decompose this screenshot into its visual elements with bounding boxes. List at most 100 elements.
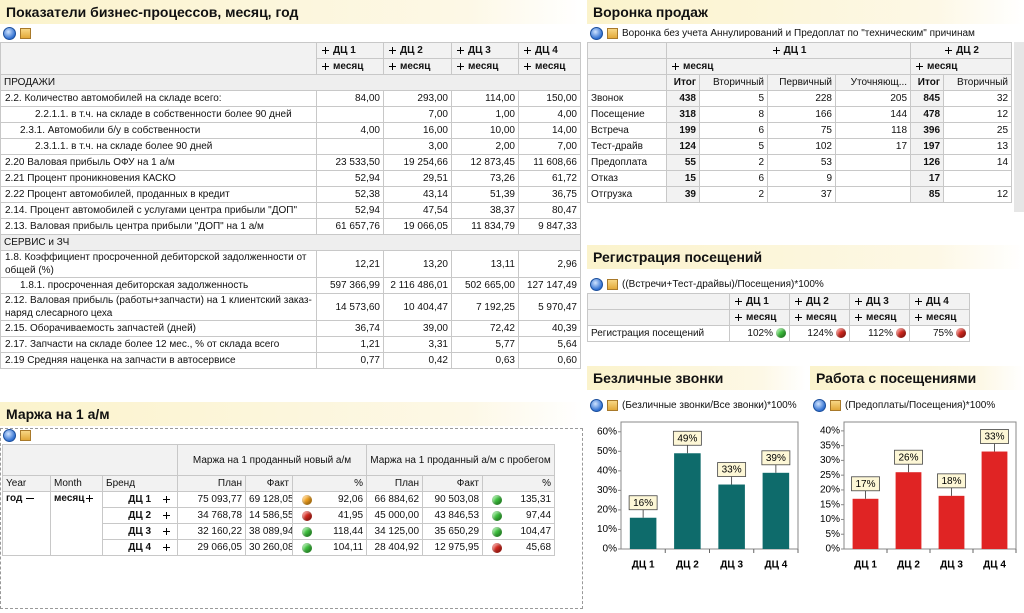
info-icon[interactable] xyxy=(590,398,603,412)
info-icon[interactable] xyxy=(3,428,16,442)
x-tick-label: ДЦ 1 xyxy=(632,560,655,571)
table-row: СЕРВИС и ЗЧ xyxy=(0,234,581,251)
percent-cell: 41,95 xyxy=(292,507,368,524)
value-cell: 23 533,50 xyxy=(316,154,384,171)
expand-icon[interactable] xyxy=(915,297,922,305)
info-icon[interactable] xyxy=(590,277,603,291)
period-header-text: месяц xyxy=(927,61,958,72)
section-cell: ПРОДАЖИ xyxy=(0,74,581,91)
period-header: месяц xyxy=(665,58,912,75)
expand-icon[interactable] xyxy=(945,46,953,54)
period-header: месяц xyxy=(383,58,452,75)
value-cell: 845 xyxy=(910,90,945,107)
value-cell: 66 884,62 xyxy=(366,491,424,508)
expand-icon[interactable] xyxy=(163,527,171,535)
value-cell: 15 xyxy=(666,170,700,187)
period-header-text: месяц xyxy=(683,61,714,72)
formula: (Безличные звонки/Все звонки)*100% xyxy=(622,399,797,411)
expand-icon[interactable] xyxy=(795,297,802,305)
table-icon[interactable] xyxy=(830,399,841,411)
value-cell: 38,37 xyxy=(451,202,519,219)
header-row: месяц месяц xyxy=(587,58,1013,75)
expand-icon[interactable] xyxy=(735,297,742,305)
value-cell: 597 366,99 xyxy=(316,277,384,294)
expand-icon[interactable] xyxy=(163,511,171,519)
expand-icon[interactable] xyxy=(322,46,329,54)
table-icon[interactable] xyxy=(20,27,31,39)
expand-icon[interactable] xyxy=(163,495,171,503)
expand-icon[interactable] xyxy=(735,313,742,321)
expand-icon[interactable] xyxy=(855,313,862,321)
expand-icon[interactable] xyxy=(855,297,862,305)
data-label: 16% xyxy=(633,498,653,509)
value-cell: 34 125,00 xyxy=(366,523,424,540)
row-label: Регистрация посещений xyxy=(587,325,730,342)
column-header: ДЦ 1 xyxy=(316,42,384,59)
value-cell: 0,42 xyxy=(383,352,452,369)
column-header-text: ДЦ 2 xyxy=(806,296,829,307)
column-header: ДЦ 1 xyxy=(729,293,790,310)
value-cell: 12 xyxy=(943,106,1013,123)
expand-icon[interactable] xyxy=(389,62,396,70)
column-header: Вторичный xyxy=(699,74,768,91)
toolbar xyxy=(0,24,583,42)
expand-icon[interactable] xyxy=(672,62,679,70)
row-header: Бренд xyxy=(101,475,179,492)
value-cell: 19 254,66 xyxy=(383,154,452,171)
x-tick-label: ДЦ 3 xyxy=(940,560,963,571)
expand-icon[interactable] xyxy=(389,46,396,54)
value-cell xyxy=(316,106,384,123)
table-icon[interactable] xyxy=(607,399,618,411)
section-cell: СЕРВИС и ЗЧ xyxy=(0,234,581,251)
info-icon[interactable] xyxy=(3,26,16,40)
collapse-icon[interactable] xyxy=(26,494,35,502)
kpi-table: ДЦ 1 ДЦ 2 ДЦ 3 ДЦ 4 месяц месяц месяц месяц ПРОД… xyxy=(0,42,581,369)
table-row: Посещение 318 8 166 144 478 12 xyxy=(587,106,1013,123)
panel-title: Маржа на 1 а/м xyxy=(0,402,583,426)
info-icon[interactable] xyxy=(590,26,603,40)
table-icon[interactable] xyxy=(20,429,31,441)
value-cell: 6 xyxy=(699,170,768,187)
toolbar: (Предоплаты/Посещения)*100% xyxy=(810,396,1024,414)
scrollbar[interactable] xyxy=(1014,42,1024,212)
status-indicator xyxy=(956,328,966,339)
y-tick-label: 35% xyxy=(820,440,840,451)
table-row: ДЦ 2 34 768,78 14 586,55 41,95 45 000,00 43 8… xyxy=(3,507,556,524)
expand-icon[interactable] xyxy=(795,313,802,321)
expand-icon[interactable] xyxy=(524,62,531,70)
expand-icon[interactable] xyxy=(322,62,329,70)
period-header-text: месяц xyxy=(926,312,957,323)
expand-icon[interactable] xyxy=(163,543,171,551)
value-cell: 16,00 xyxy=(383,122,452,139)
header-row: Year Month Бренд План Факт% План Факт% xyxy=(2,475,556,492)
column-header: ДЦ 3 xyxy=(451,42,519,59)
period-header: месяц xyxy=(909,309,970,326)
data-label: 18% xyxy=(941,476,961,487)
percent-cell: 97,44 xyxy=(482,507,556,524)
status-indicator xyxy=(492,511,503,521)
expand-icon[interactable] xyxy=(457,46,464,54)
table-icon[interactable] xyxy=(607,27,618,39)
brand-cell: ДЦ 4 xyxy=(101,539,179,556)
expand-icon[interactable] xyxy=(457,62,464,70)
brand-cell: ДЦ 1 xyxy=(101,491,179,508)
expand-icon[interactable] xyxy=(915,313,922,321)
expand-icon[interactable] xyxy=(916,62,924,70)
value-cell: 61,72 xyxy=(518,170,581,187)
expand-icon[interactable] xyxy=(524,46,531,54)
expand-icon[interactable] xyxy=(86,494,94,502)
value-cell: 75% xyxy=(909,325,970,342)
label-box xyxy=(628,495,658,511)
table-icon[interactable] xyxy=(607,278,618,290)
info-icon[interactable] xyxy=(813,398,826,412)
value-cell: 13,11 xyxy=(451,250,519,278)
row-label: 2.21 Процент проникновения КАСКО xyxy=(0,170,317,187)
x-tick-label: ДЦ 3 xyxy=(720,560,743,571)
row-header: Year xyxy=(2,475,51,492)
bar xyxy=(938,495,965,549)
year-text: год xyxy=(6,493,23,504)
brand-cell: ДЦ 2 xyxy=(101,507,179,524)
expand-icon[interactable] xyxy=(772,46,780,54)
value-cell: 228 xyxy=(767,90,836,107)
panel-title: Работа с посещениями xyxy=(810,366,1024,390)
